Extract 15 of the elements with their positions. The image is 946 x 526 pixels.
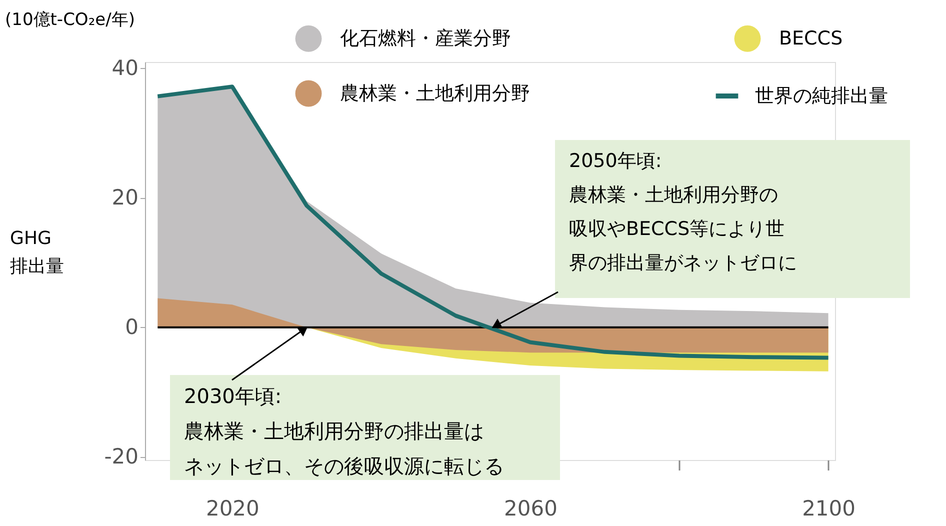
y-tick-label: 20 — [112, 185, 138, 210]
y-axis-title: GHG 排出量 — [10, 228, 64, 277]
legend-label: 農林業・土地利用分野 — [340, 82, 530, 104]
chart-title: (10億t-CO₂e/年) — [5, 10, 135, 30]
annotation: 2030年頃: 農林業・土地利用分野の排出量はネットゼロ、その後吸収源に転じる — [184, 384, 504, 478]
x-tick-label: 2060 — [504, 496, 558, 520]
y-tick-label: 40 — [112, 56, 138, 80]
x-tick-label: 2100 — [802, 496, 856, 520]
y-tick-label: 0 — [125, 314, 138, 339]
legend-label: BECCS — [779, 28, 843, 50]
x-tick-label: 2020 — [206, 496, 260, 520]
legend-label: 化石燃料・産業分野 — [340, 28, 511, 50]
y-tick-label: -20 — [104, 444, 138, 468]
legend-label: 世界の純排出量 — [755, 85, 888, 107]
annotation: 2050年頃: 農林業・土地利用分野の吸収やBECCS等により世界の排出量がネットゼロに — [569, 150, 797, 274]
